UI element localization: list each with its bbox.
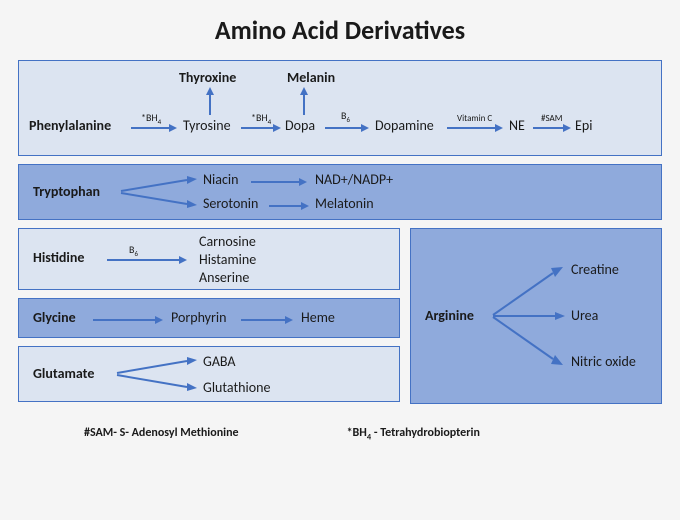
arrow-dopamine-ne (447, 123, 503, 133)
node-nad: NAD+/NADP+ (315, 171, 393, 188)
node-niacin: Niacin (203, 171, 238, 188)
node-glycine: Glycine (33, 309, 76, 326)
node-serotonin: Serotonin (203, 195, 258, 212)
arrow-glu-glutathione (117, 373, 197, 393)
node-dopamine: Dopamine (375, 117, 434, 134)
cofactor-b6: B6 (341, 109, 350, 124)
node-thyroxine: Thyroxine (179, 69, 236, 86)
phenylalanine-panel: Phenylalanine Tyrosine Dopa Dopamine NE … (18, 60, 662, 156)
glycine-panel: Glycine Porphyrin Heme (18, 298, 400, 338)
node-dopa: Dopa (285, 117, 315, 134)
arrow-arg-creatine (493, 267, 565, 317)
arrow-tyr-dopa (241, 123, 281, 133)
arrow-phe-tyr (131, 123, 177, 133)
arrow-arg-no (493, 315, 565, 365)
arrow-dopa-melanin (299, 87, 309, 115)
node-ne: NE (509, 117, 525, 134)
node-creatine: Creatine (571, 261, 619, 278)
arrow-tyr-thyroxine (205, 87, 215, 115)
histidine-panel: Histidine B6 Carnosine Histamine Anserin… (18, 228, 400, 290)
node-histidine: Histidine (33, 249, 84, 266)
footnote-sam: #SAM- S- Adenosyl Methionine (84, 426, 239, 442)
arrow-ne-epi (533, 123, 571, 133)
node-arginine: Arginine (425, 307, 474, 324)
node-carnosine: Carnosine (199, 233, 256, 250)
node-melatonin: Melatonin (315, 195, 374, 212)
node-phenylalanine: Phenylalanine (29, 117, 111, 134)
arrow-gly-porphyrin (93, 315, 163, 325)
node-gaba: GABA (203, 353, 236, 370)
tryptophan-panel: Tryptophan Niacin NAD+/NADP+ Serotonin M… (18, 164, 662, 220)
page-title: Amino Acid Derivatives (18, 14, 662, 46)
node-nitric-oxide: Nitric oxide (571, 353, 636, 370)
node-melanin: Melanin (287, 69, 335, 86)
node-tyrosine: Tyrosine (183, 117, 231, 134)
node-epi: Epi (575, 117, 592, 134)
node-porphyrin: Porphyrin (171, 309, 226, 326)
arginine-panel: Arginine Creatine Urea Nitric oxide (410, 228, 662, 404)
node-urea: Urea (571, 307, 598, 324)
footnotes: #SAM- S- Adenosyl Methionine *BH4 - Tetr… (18, 426, 662, 442)
node-heme: Heme (301, 309, 335, 326)
arrow-niacin-nad (251, 177, 307, 187)
arrow-dopa-dopamine (325, 123, 369, 133)
node-anserine: Anserine (199, 269, 249, 286)
node-tryptophan: Tryptophan (33, 183, 100, 200)
arrow-porphyrin-heme (241, 315, 293, 325)
node-glutamate: Glutamate (33, 365, 94, 382)
node-histamine: Histamine (199, 251, 256, 268)
arrow-trp-serotonin (121, 191, 197, 211)
arrow-his (107, 255, 187, 265)
arrow-serotonin-melatonin (269, 201, 309, 211)
footnote-bh4: *BH4 - Tetrahydrobiopterin (347, 426, 480, 442)
glutamate-panel: Glutamate GABA Glutathione (18, 346, 400, 402)
node-glutathione: Glutathione (203, 379, 270, 396)
